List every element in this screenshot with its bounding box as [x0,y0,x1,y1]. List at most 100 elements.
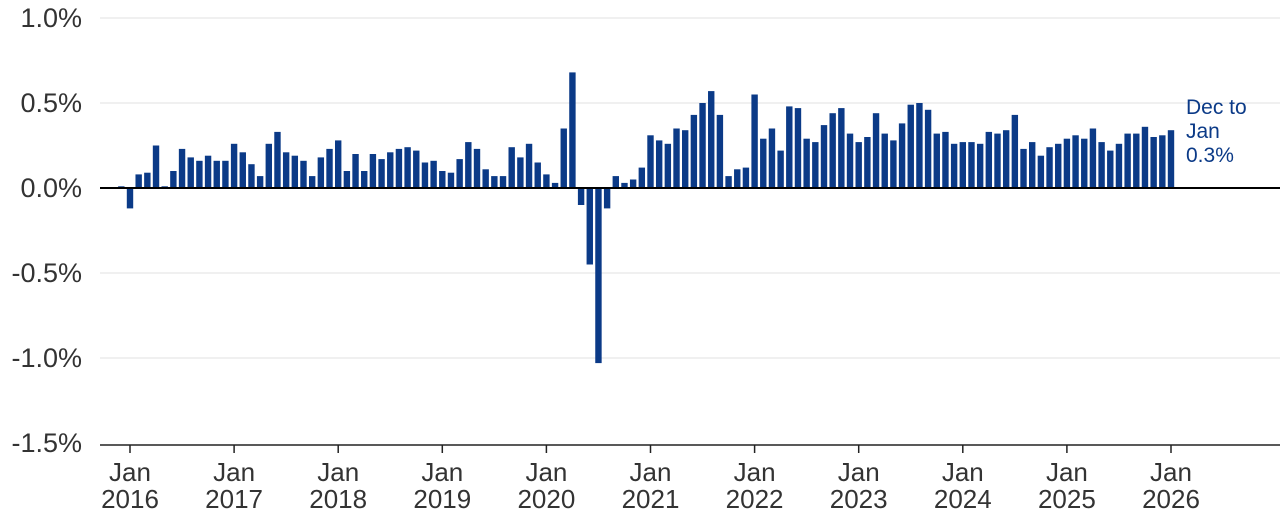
bar [517,157,524,188]
bar [855,142,862,188]
bar [777,150,784,188]
bar [716,114,724,188]
x-tick-year: 2023 [830,484,888,514]
x-tick-month: Jan [109,457,151,487]
x-tick-year: 2026 [1142,484,1200,514]
bar [395,148,403,188]
bars [118,72,1175,364]
x-axis-labels: Jan2016Jan2017Jan2018Jan2019Jan2020Jan20… [101,445,1200,514]
bar [638,167,646,188]
y-axis-labels: 1.0% 0.5% 0.0% -0.5% -1.0% -1.5% [11,3,82,458]
bar [829,113,836,188]
x-tick-month: Jan [734,457,776,487]
bar [213,160,220,188]
bar [994,133,1001,188]
bar [838,108,845,188]
bar [751,94,758,188]
x-tick-year: 2016 [101,484,159,514]
annotation-line-3: 0.3% [1186,144,1234,167]
bar [326,148,333,188]
bar [335,140,342,188]
bar [1055,143,1062,188]
bar [629,179,637,188]
bar [846,133,854,188]
x-tick-year: 2018 [309,484,367,514]
bar [621,182,628,188]
x-tick-month: Jan [317,457,359,487]
bar [439,171,446,188]
x-tick-year: 2024 [934,484,992,514]
bar [222,160,229,188]
bar [812,142,819,188]
bar [673,128,680,188]
bar [1115,143,1123,188]
bar [950,143,958,188]
bar [1037,155,1045,188]
annotation-line-1: Dec to [1186,96,1247,119]
bar [551,182,559,188]
bar [872,113,880,188]
annotation: Dec to Jan 0.3% [1186,96,1247,167]
bar [786,106,793,188]
x-tick-month: Jan [1046,457,1088,487]
bar [525,143,533,188]
bar [1107,150,1114,188]
bar [1081,138,1088,188]
bar [369,154,377,188]
annotation-line-2: Jan [1186,120,1220,143]
x-tick-year: 2021 [622,484,680,514]
bar [413,150,420,188]
bar [664,143,672,188]
bar [543,174,550,188]
bar [1046,147,1053,188]
bar [1159,135,1166,188]
bar [725,176,732,188]
y-tick-label: -1.0% [11,343,82,373]
bar [1150,137,1157,188]
bar [178,148,186,188]
bar [274,131,281,188]
bar [361,171,368,188]
bar [768,128,776,188]
bar [239,152,246,188]
bar [1098,142,1105,188]
bar [387,152,394,188]
x-tick-month: Jan [421,457,463,487]
bar [586,188,593,265]
bar [352,154,359,188]
bar [187,157,194,188]
bar [456,159,463,188]
bar [976,143,984,188]
bar [1063,138,1071,188]
y-tick-label: -1.5% [11,428,82,458]
bar [734,169,741,188]
bar [1089,128,1097,188]
y-tick-label: -0.5% [11,258,82,288]
bar [300,160,307,188]
x-tick-month: Jan [213,457,255,487]
bar [447,172,455,188]
x-tick-year: 2017 [205,484,263,514]
y-tick-label: 0.0% [20,173,82,203]
bar [803,138,810,188]
bar [1002,130,1010,188]
x-tick-month: Jan [942,457,984,487]
bar [655,140,663,188]
bar [907,104,914,188]
x-tick-year: 2020 [517,484,575,514]
bar [421,162,429,188]
y-tick-label: 0.5% [20,88,82,118]
x-tick-month: Jan [1150,457,1192,487]
bar [881,133,888,188]
bar [1167,130,1175,188]
bar [152,145,160,188]
bar [959,142,966,188]
bar [378,159,385,188]
bar [256,176,264,188]
x-tick-year: 2025 [1038,484,1096,514]
bar [1020,148,1027,188]
bar [1072,135,1079,188]
bar [968,142,975,188]
bar [317,157,325,188]
bar [985,131,993,188]
